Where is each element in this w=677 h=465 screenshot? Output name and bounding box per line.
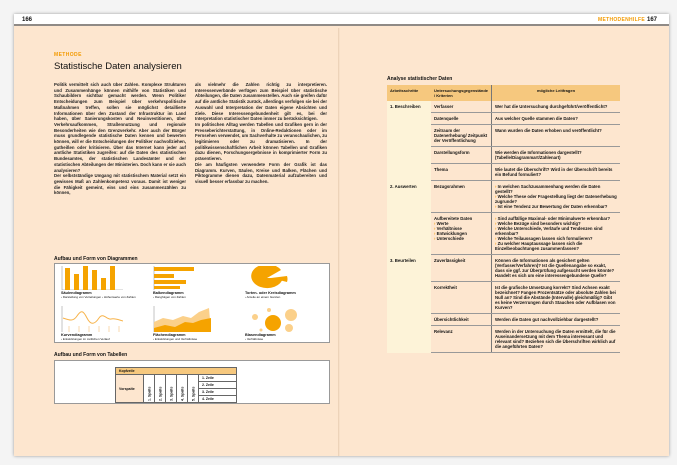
text-column-2: als vielmehr die Zahlen richtig zu inter… <box>195 82 327 184</box>
example-table: Kopfzeile Vorspalte 1. Spalte 2. Spalte … <box>115 367 237 403</box>
table-row: Aufbereitete DatenWerteVerhältnisseEntwi… <box>387 212 620 255</box>
criterion-cell: Zeitraum der Datenerhebung/ Zeitpunkt de… <box>431 124 493 147</box>
step-cell <box>387 146 431 164</box>
criterion-cell: Relevanz <box>431 325 493 353</box>
diagrams-heading: Aufbau und Form von Diagrammen <box>54 256 138 262</box>
questions-cell: Wann wurden die Daten erhoben und veröff… <box>491 124 620 147</box>
criterion-cell: Übersichtlichkeit <box>431 313 493 326</box>
step-cell <box>387 112 431 125</box>
step-cell <box>387 124 431 147</box>
criterion-cell: Darstellungsform <box>431 146 493 164</box>
questions-cell: Werden in der Untersuchung die Daten erm… <box>491 325 620 353</box>
section-label: METHODENHILFE <box>598 17 645 23</box>
questions-cell: In welchen Sachzusammenhang werden die D… <box>491 180 620 213</box>
table-row: 3. Beurteilen Zuverlässigkeit Können die I… <box>387 254 620 282</box>
page-number-right: 167 <box>647 17 658 23</box>
criterion-cell: Zuverlässigkeit <box>431 254 493 282</box>
step-cell: 1. Beschreiben <box>387 101 431 113</box>
table-row: 1. Beschreiben Verfasser Wer hat die Unter… <box>387 101 620 113</box>
questions-cell: Wer hat die Untersuchung durchgeführt/ve… <box>491 101 620 113</box>
step-cell <box>387 163 431 181</box>
criterion-cell: Aufbereitete DatenWerteVerhältnisseEntwi… <box>431 212 493 255</box>
table-row: Korrektheit Ist die grafische Umsetzung k… <box>387 281 620 314</box>
diagrams-box: Säulendiagramm › Darstellung von Verteilu… <box>54 263 330 343</box>
step-cell: 3. Beurteilen <box>387 254 431 282</box>
page-title: Statistische Daten analysieren <box>54 61 182 72</box>
diagram-column: Säulendiagramm › Darstellung von Verteilu… <box>61 266 141 299</box>
table-row: 2. AuswertenBezugsrahmenIn welchen Sachz… <box>387 180 620 213</box>
analysis-table: Arbeitsschritte Untersuchungsgegenstände… <box>387 85 620 353</box>
book-spread: 166 METHODENHILFE 167 METHODE Statistisc… <box>14 14 669 456</box>
questions-cell: Wie werden die Informationen dargestellt… <box>491 146 620 164</box>
page-number-left: 166 <box>22 17 33 23</box>
page-header: 166 METHODENHILFE 167 <box>14 14 669 26</box>
questions-cell: Sind auffällige Maximal- oder Minimalwer… <box>491 212 620 255</box>
questions-cell: Ist die grafische Umsetzung korrekt? Sin… <box>491 281 620 314</box>
table-row: Thema Wie lautet die Überschrift? Wird in… <box>387 163 620 181</box>
criterion-cell: Korrektheit <box>431 281 493 314</box>
questions-cell: Wie lautet die Überschrift? Wird in der … <box>491 163 620 181</box>
table-row: Relevanz Werden in der Untersuchung die D… <box>387 325 620 353</box>
step-cell <box>387 281 431 314</box>
criterion-cell: Verfasser <box>431 101 493 113</box>
table-row: Datenquelle Aus welcher Quelle stammen di… <box>387 112 620 125</box>
table-title: Analyse statistischer Daten <box>387 76 453 82</box>
gutter <box>338 28 340 456</box>
table-row: Darstellungsform Wie werden die Informati… <box>387 146 620 164</box>
step-cell <box>387 212 431 255</box>
table-row: Übersichtlichkeit Werden die Daten gut na… <box>387 313 620 326</box>
tables-box: Kopfzeile Vorspalte 1. Spalte 2. Spalte … <box>54 360 330 404</box>
questions-cell: Werden die Daten gut nachvollziehbar dar… <box>491 313 620 326</box>
text-column-1: Politik vermittelt sich auch über Zahlen… <box>54 82 186 196</box>
diagram-curve: Kurvendiagramm › Entwicklungen im zeitlic… <box>61 306 141 341</box>
criterion-cell: Datenquelle <box>431 112 493 125</box>
questions-cell: Können die Informationen als gesichert g… <box>491 254 620 282</box>
diagram-bar: Balkendiagramm › Rangfolgen von Zahlen <box>153 266 233 299</box>
kicker: METHODE <box>54 52 82 58</box>
step-cell <box>387 325 431 353</box>
diagram-area: Flächendiagramm › Entwicklungen und Verhä… <box>153 306 233 341</box>
questions-cell: Aus welcher Quelle stammen die Daten? <box>491 112 620 125</box>
diagram-bubble: Blasendiagramm › Verhältnisse <box>245 306 325 341</box>
step-cell <box>387 313 431 326</box>
table-row: Zeitraum der Datenerhebung/ Zeitpunkt de… <box>387 124 620 147</box>
step-cell: 2. Auswerten <box>387 180 431 213</box>
diagram-pie: Torten- oder Kreisdiagramm › Anteile an e… <box>245 266 325 299</box>
criterion-cell: Thema <box>431 163 493 181</box>
criterion-cell: Bezugsrahmen <box>431 180 493 213</box>
table-header-row: Arbeitsschritte Untersuchungsgegenstände… <box>387 85 620 101</box>
tables-heading: Aufbau und Form von Tabellen <box>54 352 128 358</box>
